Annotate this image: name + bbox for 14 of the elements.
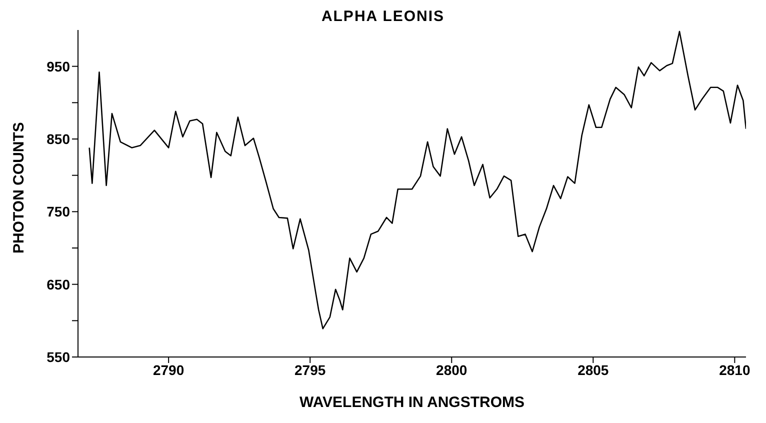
y-tick-label: 550 — [46, 348, 70, 365]
x-tick-label: 2790 — [153, 362, 184, 378]
y-tick-label: 650 — [46, 276, 70, 292]
x-tick-label: 2795 — [294, 362, 326, 378]
line-series — [88, 30, 746, 330]
y-axis-title: PHOTON COUNTS — [10, 122, 28, 254]
x-axis-title: WAVELENGTH IN ANGSTROMS — [300, 394, 524, 411]
y-tick-label: 850 — [46, 130, 70, 147]
y-tick-label: 950 — [46, 58, 70, 74]
x-tick-label: 2810 — [719, 362, 750, 378]
x-tick-label: 2805 — [578, 362, 609, 378]
y-tick-label: 750 — [46, 204, 70, 220]
chart-title: ALPHA LEONIS — [320, 8, 446, 25]
x-tick-label: 2800 — [436, 362, 468, 378]
